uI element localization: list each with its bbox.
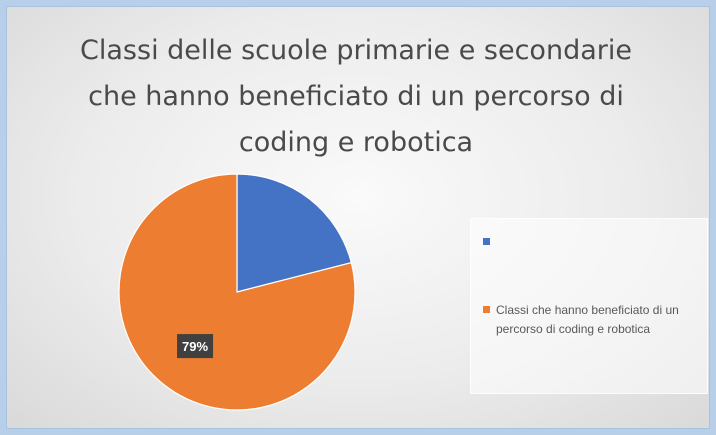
chart-title: Classi delle scuole primarie e secondari… [80,35,632,158]
data-label-box-1 [177,334,214,359]
data-label-text-1: 79% [182,339,208,354]
pie-slice-0 [236,173,353,293]
data-label-1: 79% [177,334,214,359]
legend-item-0 [483,233,701,245]
chart-legend: Classi che hanno beneficiato di un perco… [470,218,708,394]
legend-swatch-1 [483,306,490,313]
legend-swatch-0 [483,238,490,245]
pie-chart: 79% [118,173,356,411]
legend-label-1: Classi che hanno beneficiato di un perco… [496,303,679,336]
legend-item-1: Classi che hanno beneficiato di un perco… [483,301,701,339]
chart-frame: Classi delle scuole primarie e secondari… [6,6,710,429]
